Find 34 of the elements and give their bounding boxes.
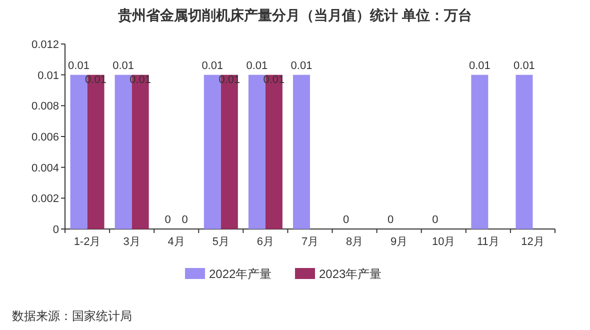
chart-title: 贵州省金属切削机床产量分月（当月值）统计 单位：万台 (117, 7, 472, 23)
data-label: 0.01 (246, 60, 268, 72)
x-tick-label: 12月 (521, 236, 544, 248)
legend-label: 2022年产量 (209, 267, 272, 281)
x-tick-label: 3月 (123, 236, 140, 248)
x-tick-label: 10月 (432, 236, 456, 248)
data-label: 0.01 (112, 60, 134, 72)
data-label: 0.01 (68, 60, 90, 72)
x-tick-label: 8月 (346, 236, 364, 248)
y-tick-label: 0.008 (31, 100, 59, 113)
data-label: 0.01 (514, 60, 535, 72)
x-tick-label: 1-2月 (74, 236, 101, 248)
y-tick-label: 0 (52, 224, 59, 236)
data-label: 0 (432, 214, 438, 226)
data-label: 0 (164, 214, 171, 226)
x-tick-label: 9月 (390, 236, 408, 248)
x-tick-label: 6月 (256, 236, 274, 248)
source-note: 数据来源：国家统计局 (12, 309, 132, 323)
y-tick-label: 0.004 (31, 162, 59, 174)
y-tick-label: 0.01 (38, 70, 59, 82)
data-label: 0 (182, 214, 188, 226)
x-tick-label: 7月 (301, 236, 319, 248)
x-tick-label: 11月 (476, 236, 500, 248)
y-tick-label: 0.006 (31, 132, 59, 144)
y-tick-label: 0.012 (31, 39, 59, 51)
x-tick-label: 5月 (212, 236, 230, 248)
data-label: 0.01 (290, 60, 312, 72)
data-label: 0.01 (202, 60, 224, 72)
x-tick-label: 4月 (168, 236, 185, 248)
data-label: 0 (342, 214, 350, 226)
y-tick-label: 0.002 (31, 193, 59, 206)
legend-label: 2023年产量 (319, 267, 382, 281)
data-label: 0.01 (468, 60, 490, 72)
data-label: 0 (388, 214, 394, 226)
